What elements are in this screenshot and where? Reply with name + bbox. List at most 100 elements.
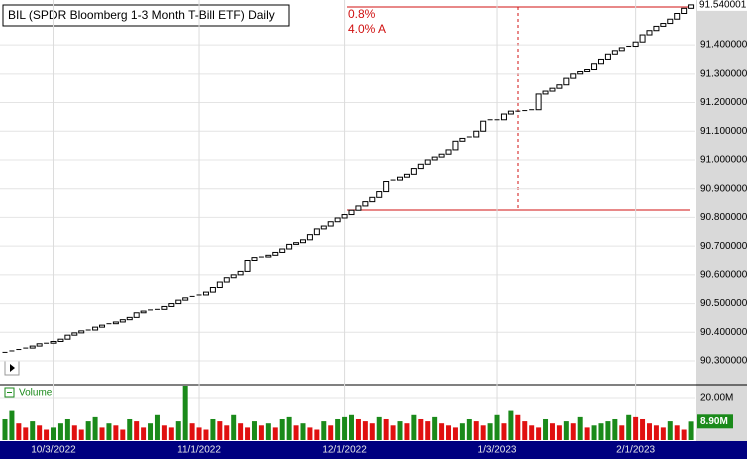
volume-bar — [210, 418, 216, 440]
volume-bar — [189, 423, 195, 440]
volume-bar — [404, 423, 410, 440]
volume-bar — [543, 418, 549, 440]
volume-bar — [667, 421, 673, 440]
candle — [293, 242, 300, 245]
volume-bar — [265, 423, 271, 440]
volume-bar — [376, 416, 382, 440]
candle — [597, 58, 604, 65]
candle — [688, 4, 695, 9]
candle — [202, 291, 209, 296]
volume-bar — [522, 421, 528, 440]
candle — [459, 137, 466, 142]
volume-bar — [515, 414, 521, 440]
volume-bar — [196, 427, 202, 440]
volume-bar — [411, 414, 417, 440]
volume-bar — [134, 421, 140, 440]
volume-bar — [369, 423, 375, 440]
date-bar — [0, 441, 747, 459]
volume-bar — [591, 425, 597, 440]
volume-bar — [245, 427, 251, 440]
volume-bar — [487, 423, 493, 440]
candle — [480, 120, 487, 132]
candle — [265, 254, 272, 258]
candle — [133, 312, 140, 318]
volume-bar — [300, 423, 306, 440]
volume-bar — [99, 427, 105, 440]
candle — [591, 63, 598, 71]
candle — [584, 69, 591, 73]
candle — [397, 176, 404, 181]
volume-bar — [397, 421, 403, 440]
candle — [64, 334, 71, 340]
candle — [251, 257, 258, 261]
candle — [209, 286, 216, 293]
candle — [431, 156, 438, 161]
volume-bar — [30, 421, 36, 440]
last-volume-box — [697, 414, 733, 429]
volume-bar — [660, 427, 666, 440]
candle — [452, 140, 459, 151]
volume-bar — [446, 425, 452, 440]
y-tick-label: 91.400000 — [700, 40, 747, 51]
candle — [535, 93, 542, 111]
volume-bar — [154, 414, 160, 440]
candle — [417, 163, 424, 170]
volume-bar — [508, 410, 514, 440]
candle — [473, 130, 480, 138]
candle — [126, 316, 133, 321]
volume-bar — [16, 423, 22, 440]
volume-bar — [141, 427, 147, 440]
volume-bar — [577, 416, 583, 440]
volume-bar — [494, 414, 500, 440]
volume-bar — [473, 421, 479, 440]
candle — [57, 338, 64, 342]
volume-bar — [501, 423, 507, 440]
candle — [369, 196, 376, 203]
axis-panel — [696, 0, 747, 441]
volume-bar — [272, 427, 278, 440]
candle — [667, 18, 674, 25]
y-tick-label: 20.00M — [700, 393, 733, 404]
candle — [604, 53, 611, 60]
volume-bar — [148, 423, 154, 440]
candle — [383, 181, 390, 193]
volume-bar — [349, 414, 354, 440]
candle — [424, 159, 431, 165]
x-tick-label: 12/1/2022 — [322, 445, 367, 456]
candle — [410, 168, 417, 175]
volume-bar — [258, 425, 264, 440]
candle — [438, 153, 445, 158]
candle — [279, 248, 286, 253]
volume-bar — [633, 416, 639, 440]
candle — [646, 30, 653, 36]
candle — [362, 201, 369, 207]
volume-bar — [383, 418, 389, 440]
volume-bar — [355, 418, 361, 440]
volume-bar — [584, 427, 590, 440]
y-tick-label: 90.700000 — [700, 241, 747, 252]
volume-bar — [452, 427, 458, 440]
volume-bar — [37, 425, 43, 440]
candle — [223, 277, 230, 283]
volume-bar — [57, 423, 63, 440]
volume-bar — [9, 410, 15, 440]
candle — [660, 23, 667, 27]
x-tick-label: 10/3/2022 — [31, 445, 76, 456]
volume-bar — [120, 429, 126, 440]
volume-bar — [23, 427, 29, 440]
y-tick-label: 91.100000 — [700, 126, 747, 137]
candle — [542, 90, 549, 95]
volume-bar — [71, 425, 77, 440]
volume-bar — [439, 423, 445, 440]
candle — [112, 321, 119, 325]
volume-bar — [563, 421, 569, 440]
y-tick-label: 90.400000 — [700, 327, 747, 338]
last-price-box — [697, 0, 747, 11]
candle — [632, 41, 639, 48]
volume-bar — [217, 421, 223, 440]
candle — [507, 110, 514, 115]
volume-bar — [127, 418, 133, 440]
volume-bar — [161, 425, 167, 440]
volume-bar — [231, 414, 237, 440]
